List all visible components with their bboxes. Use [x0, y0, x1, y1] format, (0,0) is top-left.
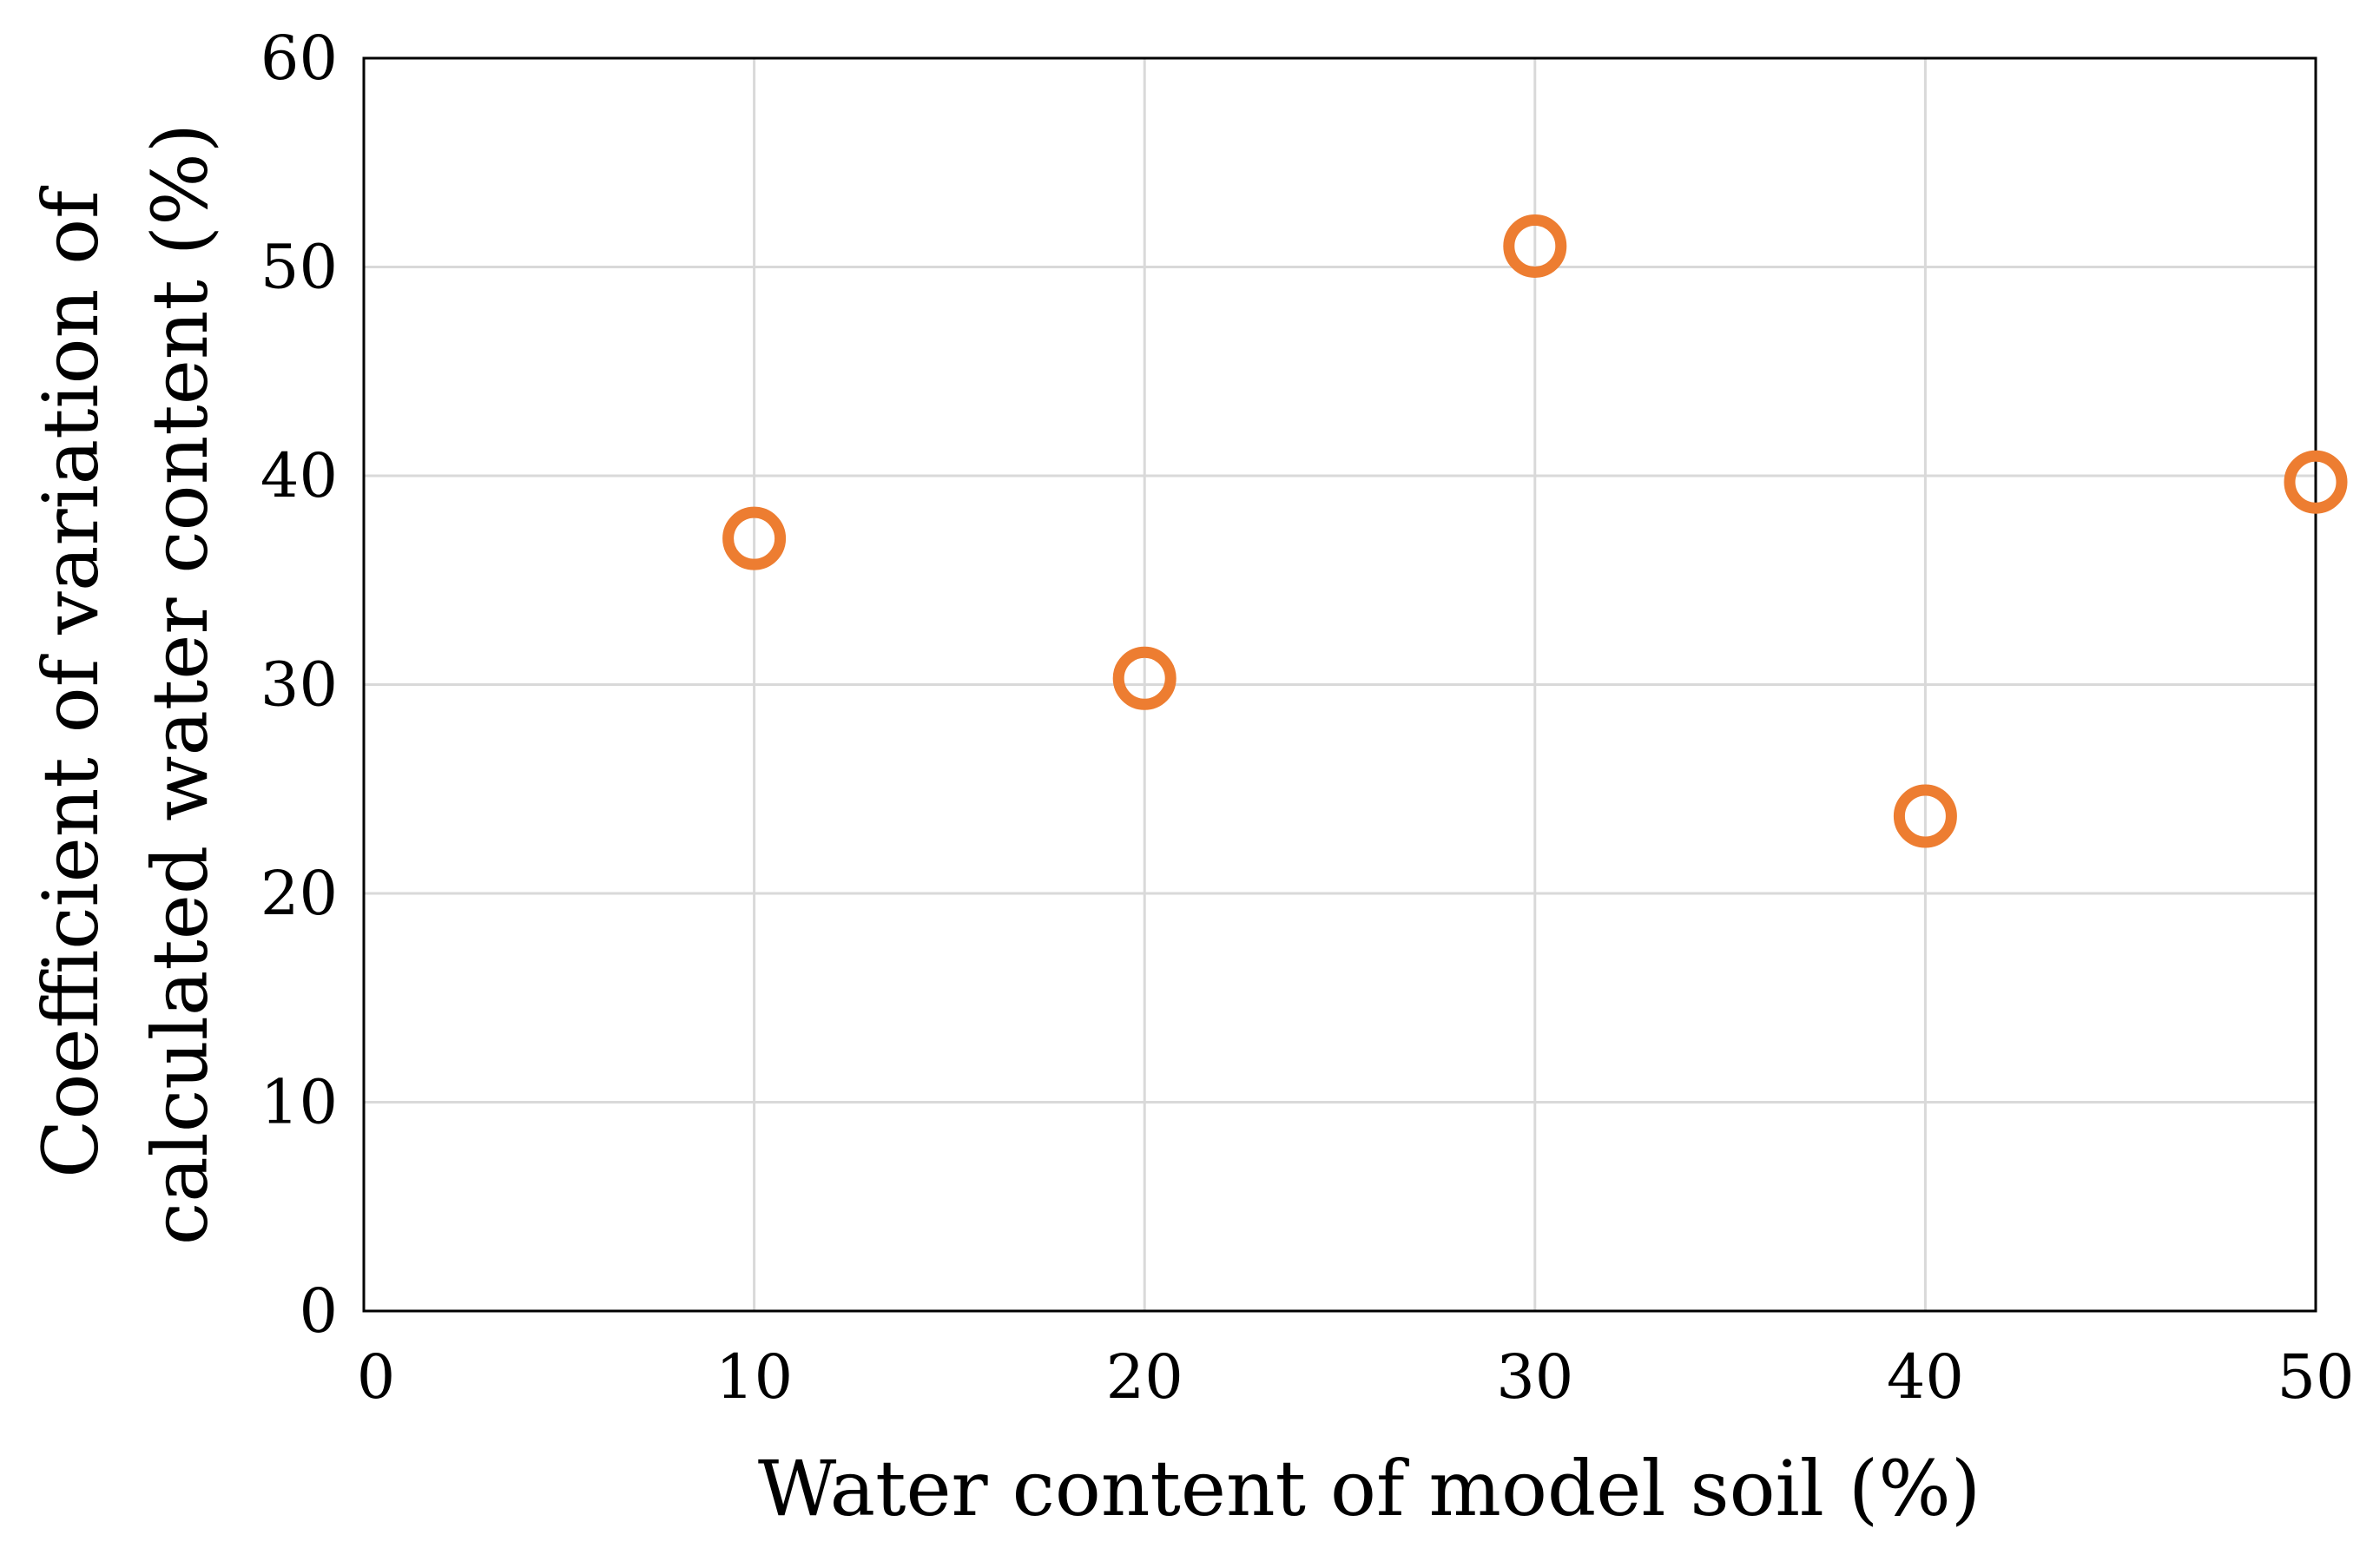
- plot-frame: [362, 56, 2317, 1313]
- y-tick-label: 0: [299, 1275, 338, 1347]
- y-axis-title-line-1: Coefficient of variation of: [26, 186, 115, 1178]
- grid-lines: [362, 56, 2317, 1313]
- x-tick-label: 0: [357, 1341, 396, 1413]
- data-point: [2284, 450, 2348, 514]
- data-point: [1893, 784, 1957, 848]
- y-tick-label: 20: [260, 858, 338, 929]
- y-tick-label: 50: [260, 232, 338, 303]
- x-tick-label: 20: [1106, 1341, 1183, 1413]
- x-tick-labels: 0 10 20 30 40 50: [357, 1341, 2355, 1413]
- y-axis-title-line-2: calculated water content (%): [135, 123, 225, 1245]
- axes: [362, 56, 2317, 1313]
- x-tick-label: 30: [1496, 1341, 1573, 1413]
- x-axis-title: Water content of model soil (%): [758, 1444, 1981, 1533]
- data-point: [1503, 214, 1567, 278]
- x-tick-label: 40: [1887, 1341, 1964, 1413]
- x-tick-label: 10: [715, 1341, 793, 1413]
- y-tick-label: 30: [260, 649, 338, 721]
- data-point: [1112, 646, 1177, 710]
- data-points: [722, 214, 2348, 848]
- y-tick-labels: 0 10 20 30 40 50 60: [260, 23, 338, 1347]
- y-tick-label: 40: [260, 440, 338, 511]
- y-tick-label: 60: [260, 23, 338, 94]
- data-point: [722, 506, 787, 570]
- y-tick-label: 10: [260, 1067, 338, 1138]
- x-tick-label: 50: [2277, 1341, 2354, 1413]
